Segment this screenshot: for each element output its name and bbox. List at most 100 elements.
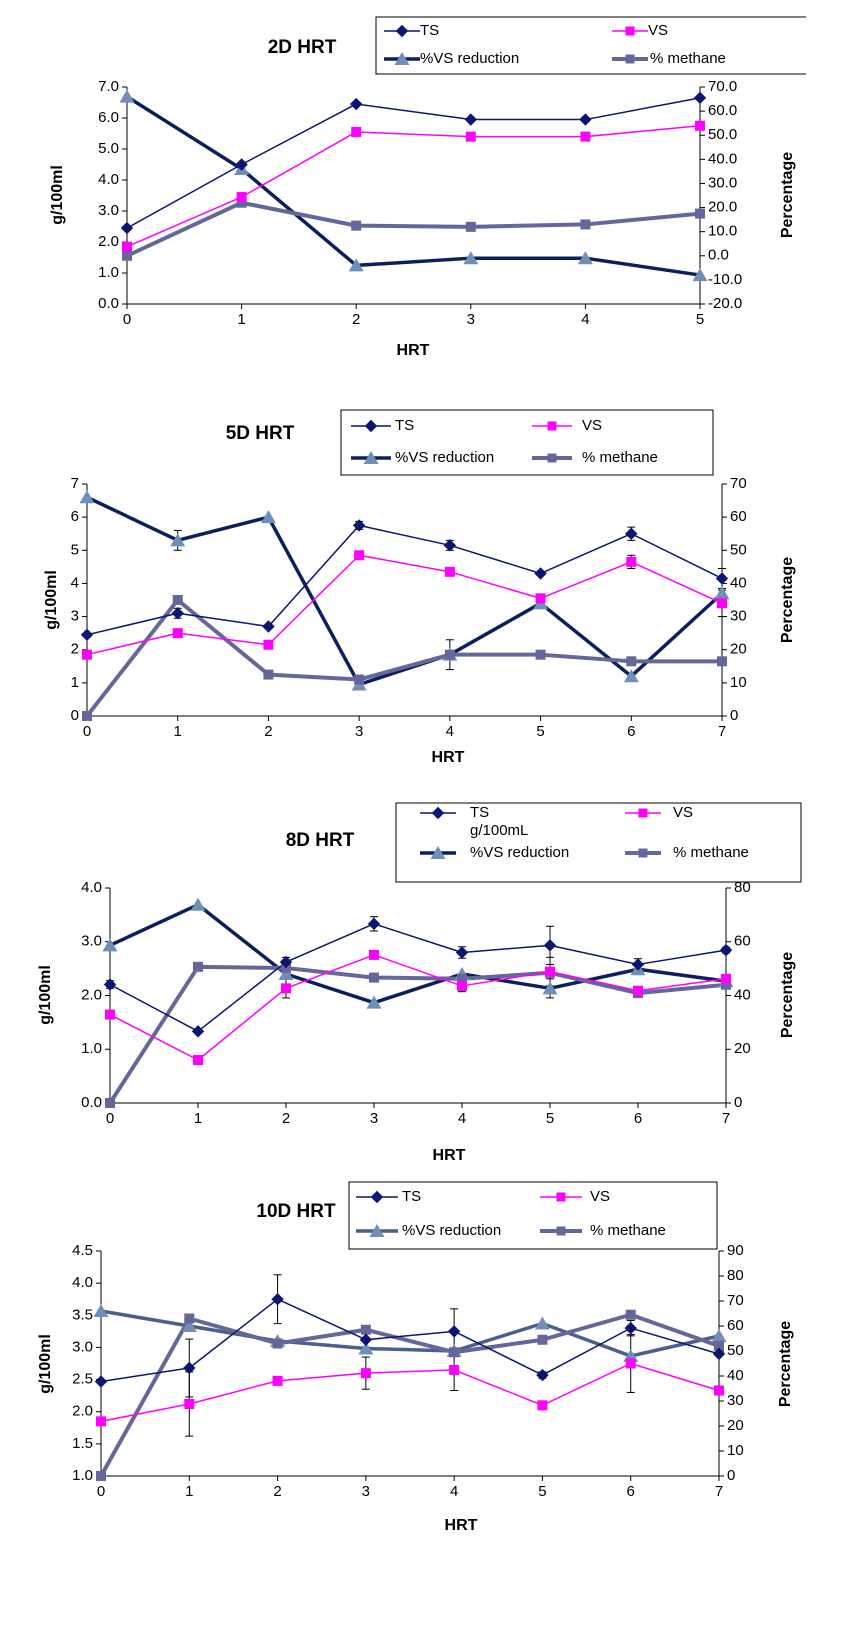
left-tick-label: 1.0 bbox=[72, 1467, 93, 1484]
vs-point bbox=[82, 649, 92, 660]
left-tick-label: 1.0 bbox=[98, 264, 119, 281]
vs-reduction-line bbox=[126, 95, 701, 277]
legend-item-methane: % methane bbox=[625, 844, 749, 861]
right-tick-label: 10 bbox=[730, 674, 747, 691]
ts-point bbox=[235, 158, 248, 171]
ts-point bbox=[80, 628, 94, 642]
right-tick-label: 30 bbox=[727, 1392, 744, 1409]
ts-point bbox=[455, 946, 469, 959]
vs-point bbox=[236, 192, 247, 203]
vs-line bbox=[100, 1362, 720, 1423]
legend-marker bbox=[364, 419, 378, 433]
methane-point bbox=[263, 669, 274, 680]
legend-item-ts: TS bbox=[351, 417, 414, 434]
ts-point bbox=[349, 97, 363, 111]
methane-point bbox=[626, 656, 637, 667]
methane-point bbox=[172, 595, 183, 605]
methane-point bbox=[714, 1341, 724, 1351]
legend-item-vs: VS bbox=[540, 1188, 610, 1205]
left-tick-label: 4.0 bbox=[98, 171, 119, 188]
vs-reduction-point bbox=[260, 510, 276, 524]
right-tick-label: 10.0 bbox=[708, 223, 737, 240]
left-tick-label: 2.0 bbox=[81, 986, 102, 1003]
x-tick-label: 5 bbox=[538, 1483, 546, 1500]
methane-point bbox=[449, 1347, 460, 1358]
legend-marker bbox=[547, 421, 557, 431]
legend-label-line: g/100mL bbox=[470, 822, 528, 839]
right-tick-label: 0 bbox=[727, 1467, 735, 1484]
y2-axis-label: Percentage bbox=[779, 557, 796, 643]
right-tick-label: 60 bbox=[730, 508, 747, 525]
vs-reduction-point bbox=[577, 251, 593, 265]
left-tick-label: 1.0 bbox=[81, 1040, 102, 1057]
legend-label: %VS reduction bbox=[395, 449, 494, 466]
left-tick-label: 3.5 bbox=[72, 1306, 93, 1323]
methane-point bbox=[580, 219, 591, 230]
methane-point bbox=[457, 973, 467, 984]
right-tick-label: -20.0 bbox=[708, 295, 742, 312]
right-tick-label: 40 bbox=[734, 986, 751, 1003]
vs-point bbox=[537, 1400, 548, 1411]
ts-point bbox=[262, 620, 275, 633]
legend-label: % methane bbox=[590, 1222, 666, 1239]
right-tick-label: 60 bbox=[727, 1317, 744, 1334]
legend-marker bbox=[369, 1224, 385, 1237]
legend-item-ts: TS bbox=[356, 1188, 421, 1205]
x-tick-label: 1 bbox=[185, 1483, 193, 1500]
legend-label: % methane bbox=[582, 449, 658, 466]
methane-line bbox=[99, 1312, 720, 1477]
left-tick-label: 3.0 bbox=[98, 202, 119, 219]
methane-point bbox=[625, 1309, 636, 1320]
legend-box bbox=[375, 16, 806, 75]
ts-point bbox=[543, 939, 557, 952]
right-tick-label: 70.0 bbox=[708, 78, 737, 95]
methane-point bbox=[193, 961, 203, 972]
ts-point bbox=[631, 958, 645, 971]
right-tick-label: 50 bbox=[727, 1342, 744, 1359]
legend-marker bbox=[638, 848, 648, 858]
legend-label: %VS reduction bbox=[402, 1222, 501, 1239]
left-tick-label: 0.0 bbox=[81, 1094, 102, 1111]
y2-axis-label: Percentage bbox=[779, 952, 796, 1038]
x-tick-label: 1 bbox=[237, 311, 245, 328]
vs-point bbox=[184, 1399, 195, 1409]
chart-title: 5D HRT bbox=[226, 423, 295, 444]
right-tick-label: 50 bbox=[730, 541, 747, 558]
left-tick-label: 5.0 bbox=[98, 140, 119, 157]
ts-line bbox=[126, 97, 701, 229]
left-tick-label: 0.0 bbox=[98, 295, 119, 312]
right-tick-label: 30 bbox=[730, 608, 747, 625]
left-tick-label: 7 bbox=[71, 475, 79, 492]
right-tick-label: 70 bbox=[727, 1292, 744, 1309]
legend-label: TS bbox=[395, 417, 414, 434]
x-tick-label: 1 bbox=[174, 723, 182, 740]
x-tick-label: 4 bbox=[446, 723, 454, 740]
right-tick-label: 0 bbox=[730, 707, 738, 724]
left-tick-label: 2 bbox=[71, 641, 79, 658]
ts-line bbox=[109, 923, 727, 1033]
vs-reduction-point bbox=[170, 533, 186, 547]
x-tick-label: 4 bbox=[581, 311, 589, 328]
y2-axis-label: Percentage bbox=[777, 1321, 794, 1407]
y-axis-label: g/100ml bbox=[43, 570, 60, 630]
ts-point bbox=[120, 221, 134, 235]
legend-item-vs: VS bbox=[532, 417, 602, 434]
methane-line bbox=[108, 964, 727, 1105]
legend-marker bbox=[638, 808, 648, 818]
legend-box bbox=[340, 409, 714, 476]
vs-reduction-point bbox=[542, 981, 558, 995]
x-axis-label: HRT bbox=[397, 342, 430, 359]
legend-item-vs-reduction: %VS reduction bbox=[351, 449, 494, 466]
vs-line bbox=[126, 125, 701, 248]
right-tick-label: 20 bbox=[734, 1040, 751, 1057]
chart-title: 2D HRT bbox=[268, 37, 337, 58]
ts-point bbox=[183, 1361, 196, 1375]
vs-point bbox=[172, 628, 183, 639]
left-tick-label: 2.0 bbox=[72, 1403, 93, 1420]
left-tick-label: 2.0 bbox=[98, 233, 119, 250]
vs-point bbox=[580, 131, 591, 142]
methane-point bbox=[236, 197, 247, 208]
vs-point bbox=[633, 985, 643, 996]
